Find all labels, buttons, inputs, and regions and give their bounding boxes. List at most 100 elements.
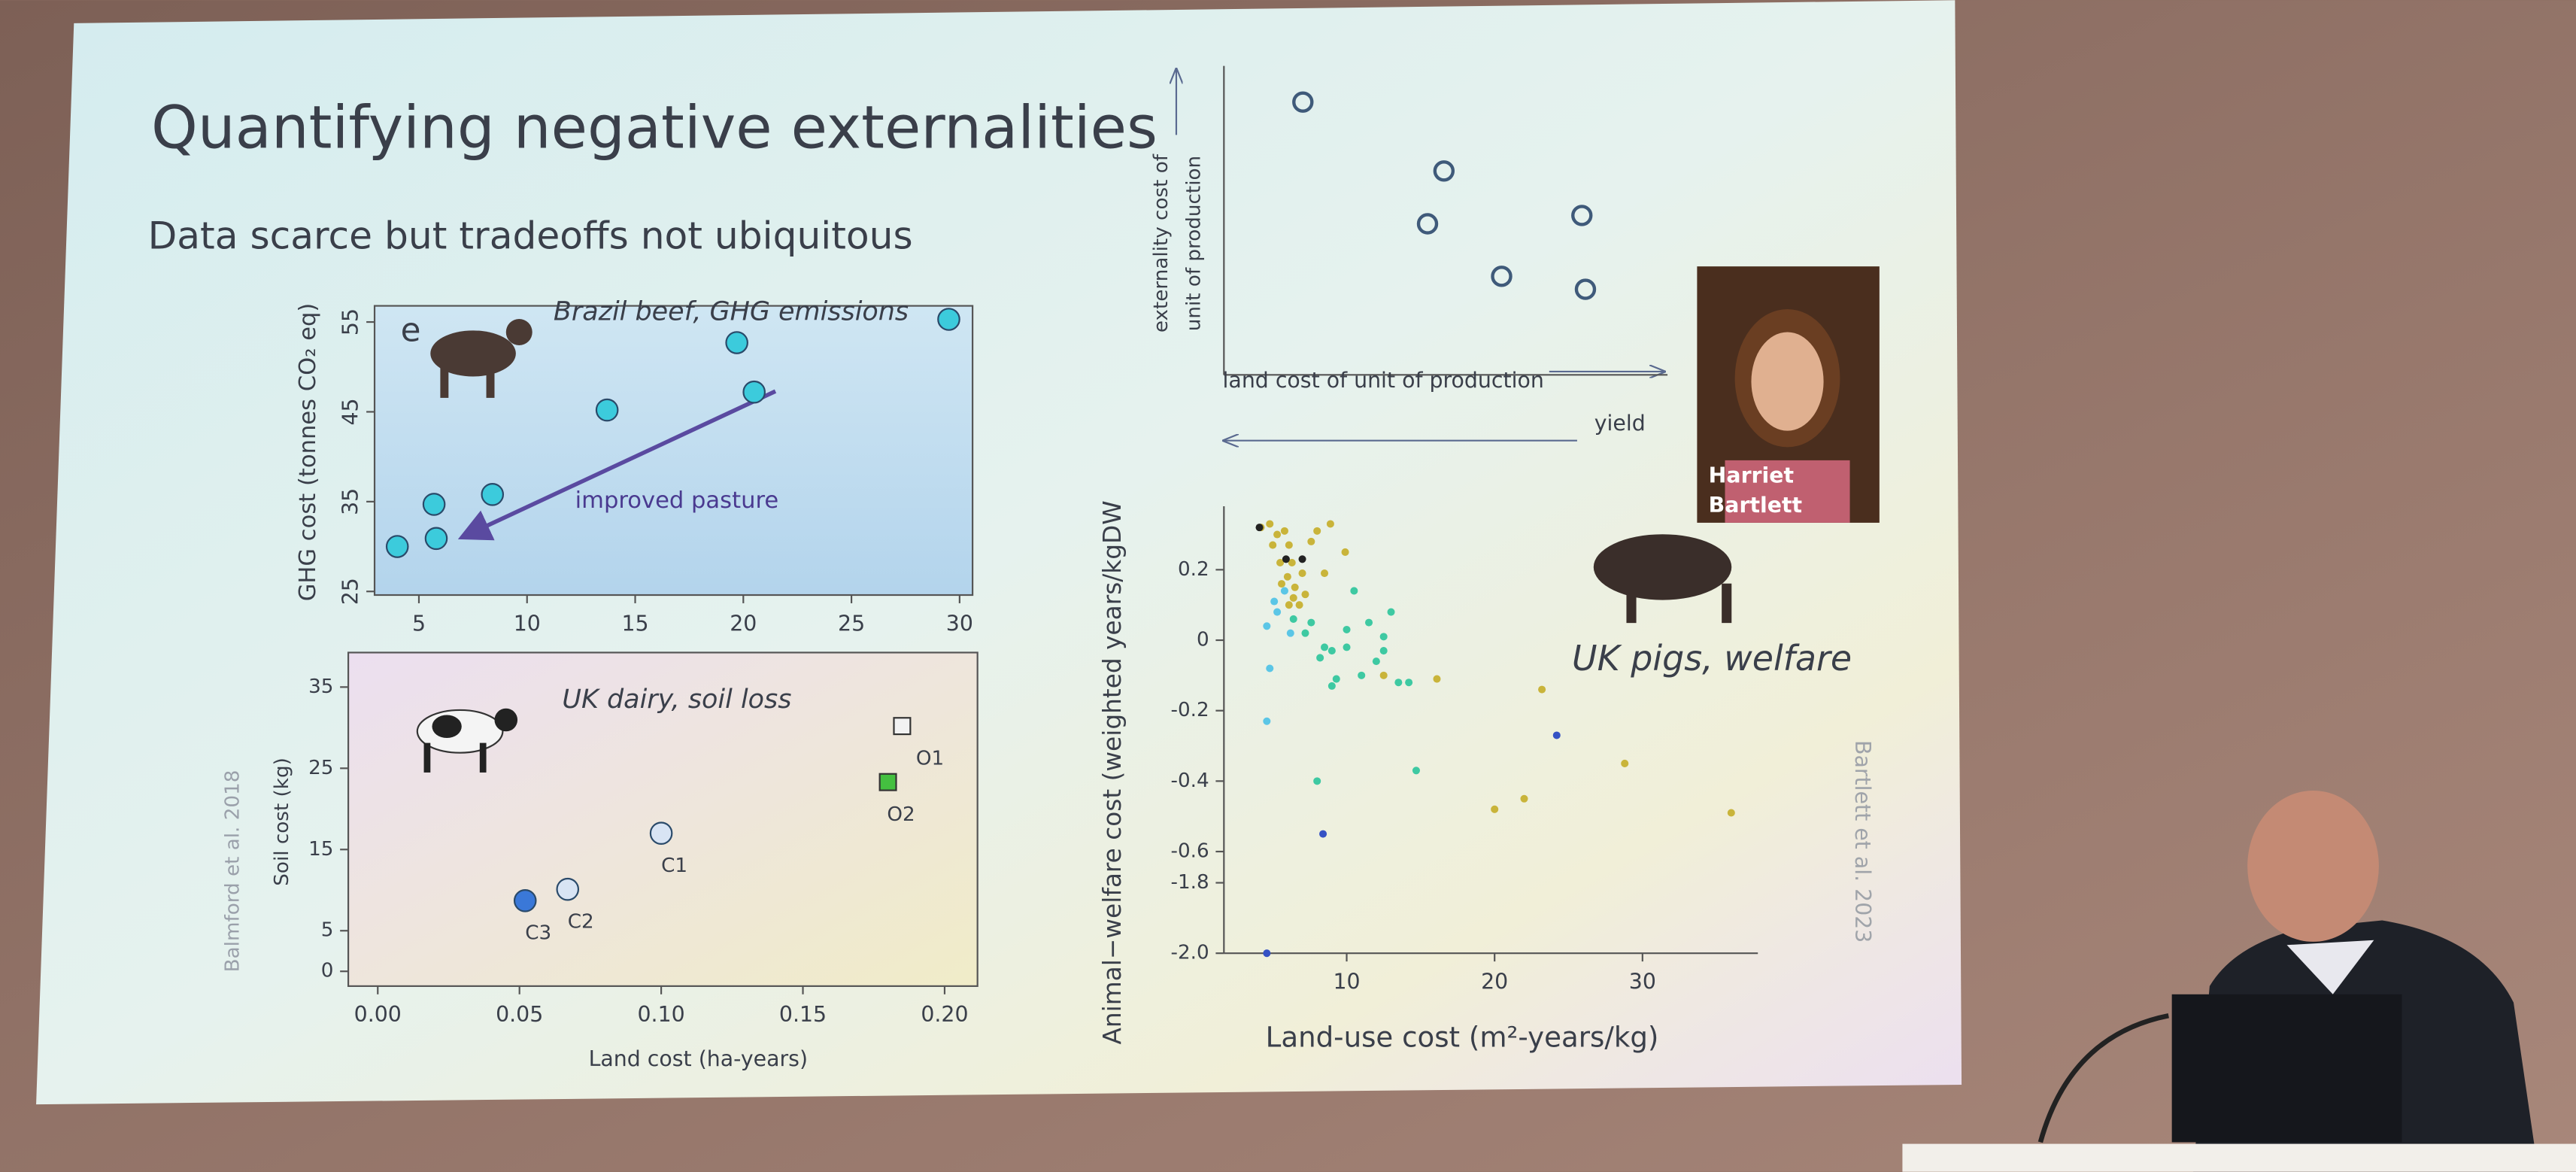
- citation: Balmford et al. 2018: [222, 770, 244, 973]
- point: [1327, 682, 1336, 690]
- point: [1358, 671, 1366, 679]
- y-tick-label: -0.2: [1171, 699, 1209, 721]
- point: [1289, 615, 1297, 623]
- point: [1341, 548, 1349, 556]
- point: [1621, 759, 1629, 767]
- x-tick-label: 20: [730, 611, 757, 636]
- point: [1298, 569, 1306, 578]
- x2-axis-label: yield: [1594, 411, 1646, 436]
- point: [1405, 679, 1413, 687]
- y-tick-label: 25: [308, 757, 333, 779]
- point: [1520, 794, 1528, 803]
- point: [1280, 527, 1288, 535]
- point-label: C2: [568, 910, 594, 933]
- point: [1321, 569, 1329, 578]
- y-tick-label: -0.6: [1171, 840, 1209, 863]
- point: [1307, 618, 1315, 627]
- point: [1283, 572, 1291, 581]
- point: [556, 877, 580, 901]
- speaker: [1902, 790, 2576, 1172]
- panel-label: e: [401, 311, 421, 350]
- point: [1273, 530, 1282, 539]
- point: [878, 773, 897, 791]
- point: [595, 398, 619, 422]
- point: [1433, 160, 1455, 182]
- point: [481, 483, 505, 506]
- dairy-cow-icon: [416, 708, 518, 773]
- point: [1313, 777, 1321, 785]
- point: [1491, 805, 1499, 813]
- y-tick-label: 55: [338, 308, 363, 336]
- point: [1295, 601, 1303, 609]
- point: [1326, 520, 1334, 528]
- point: [1571, 205, 1593, 226]
- plot-frame: [347, 651, 979, 987]
- point-label: C1: [661, 855, 687, 877]
- y-axis-label: externality cost of: [1150, 153, 1173, 332]
- y-tick-label: 5: [321, 919, 334, 942]
- point: [1394, 679, 1403, 687]
- chart-title: UK dairy, soil loss: [562, 685, 791, 715]
- point: [1285, 601, 1293, 609]
- point: [385, 535, 409, 558]
- point: [1292, 91, 1314, 113]
- photo-caption: Harriet: [1709, 463, 1794, 488]
- y-axis-label: GHG cost (tonnes CO₂ eq): [295, 303, 321, 602]
- point: [1269, 541, 1277, 549]
- y-tick-label: 45: [338, 398, 363, 425]
- x-tick-label: 0.20: [921, 1002, 968, 1027]
- point: [1316, 654, 1324, 662]
- point: [742, 380, 766, 404]
- point: [1319, 830, 1327, 838]
- point: [1332, 675, 1340, 683]
- point: [1273, 608, 1282, 616]
- point: [1277, 580, 1286, 588]
- point: [1379, 671, 1388, 679]
- point: [1289, 594, 1297, 602]
- point-label: C3: [525, 922, 551, 944]
- point: [1313, 527, 1321, 535]
- x-tick-label: 15: [621, 611, 648, 636]
- x-tick-label: 0.10: [638, 1002, 685, 1027]
- x-tick-label: 30: [946, 611, 973, 636]
- x-tick-label: 0.05: [496, 1002, 543, 1027]
- x-tick-label: 30: [1629, 970, 1656, 994]
- point: [1301, 629, 1309, 637]
- y-tick-label: 35: [338, 488, 363, 515]
- point: [1266, 520, 1274, 528]
- panel-bg: [348, 652, 978, 986]
- y-tick-label: 0: [321, 960, 334, 982]
- point: [1288, 558, 1296, 567]
- x-tick-label: 10: [514, 611, 541, 636]
- x-tick-label: 5: [412, 611, 426, 636]
- point: [1412, 767, 1420, 775]
- point: [649, 821, 673, 845]
- y-axis-label: Soil cost (kg): [271, 758, 293, 885]
- x-tick-label: 20: [1481, 970, 1508, 994]
- point: [1307, 537, 1315, 545]
- point: [1538, 685, 1546, 694]
- y-tick-label: -1.8: [1171, 871, 1209, 894]
- x-axis-label: Land-use cost (m²-years/kg): [1266, 1021, 1659, 1053]
- portrait: [1697, 266, 1880, 523]
- x-axis-label: Land cost (ha-years): [589, 1046, 808, 1071]
- y-tick-label: 0.2: [1178, 558, 1209, 581]
- point: [1552, 731, 1561, 739]
- point: [893, 717, 912, 736]
- point: [1286, 629, 1294, 637]
- y-axis-label: unit of production: [1182, 156, 1205, 331]
- annotation: improved pasture: [575, 487, 779, 514]
- point: [1387, 608, 1395, 616]
- point: [1327, 647, 1336, 655]
- point: [1270, 597, 1279, 606]
- point: [1255, 524, 1264, 532]
- point: [1343, 643, 1351, 651]
- point: [1276, 558, 1285, 567]
- point: [1263, 717, 1271, 725]
- y-tick-label: 15: [308, 838, 333, 861]
- x-axis-label: land cost of unit of production: [1223, 368, 1544, 393]
- y-tick-label: -2.0: [1171, 942, 1209, 964]
- point: [422, 493, 446, 516]
